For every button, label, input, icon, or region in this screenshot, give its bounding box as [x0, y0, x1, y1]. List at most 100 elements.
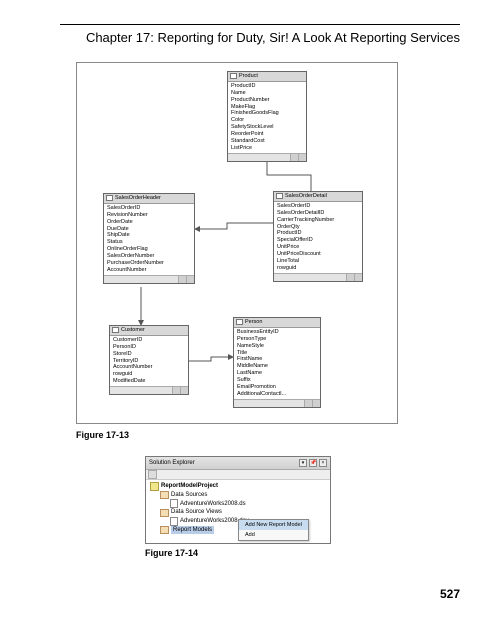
file-icon	[170, 499, 178, 508]
table-icon	[276, 193, 283, 199]
explorer-toolbar	[146, 470, 330, 480]
folder-label-selected: Report Models	[171, 526, 214, 534]
table-header: SalesOrderDetail	[274, 192, 362, 202]
field: LastName	[237, 370, 317, 377]
file-icon	[170, 517, 178, 526]
scrollbar	[274, 273, 362, 281]
pin-icon[interactable]: ▾	[299, 459, 307, 467]
folder-label: Data Source Views	[171, 508, 222, 516]
field: BusinessEntityID	[237, 329, 317, 336]
pushpin-icon[interactable]: 📌	[309, 459, 317, 467]
table-fields: SalesOrderID RevisionNumber OrderDate Du…	[104, 204, 194, 275]
folder-icon	[160, 509, 169, 517]
field: SalesOrderID	[277, 203, 359, 210]
table-title: SalesOrderHeader	[115, 195, 161, 202]
table-icon	[230, 73, 237, 79]
table-title: Person	[245, 319, 262, 326]
field: ModifiedDate	[113, 378, 185, 385]
table-header: SalesOrderHeader	[104, 194, 194, 204]
table-icon	[236, 319, 243, 325]
field: AccountNumber	[113, 364, 185, 371]
figure-caption-1: Figure 17-13	[76, 430, 129, 440]
menu-item-add-new-report-model[interactable]: Add New Report Model	[239, 520, 308, 530]
field: FinishedGoodsFlag	[231, 110, 303, 117]
table-sales-order-header: SalesOrderHeader SalesOrderID RevisionNu…	[103, 193, 195, 284]
figure-caption-2: Figure 17-14	[145, 548, 198, 558]
table-title: Product	[239, 73, 258, 80]
table-header: Product	[228, 72, 306, 82]
table-sales-order-detail: SalesOrderDetail SalesOrderID SalesOrder…	[273, 191, 363, 282]
field: SalesOrderDetailID	[277, 210, 359, 217]
field: CarrierTrackingNumber	[277, 217, 359, 224]
scrollbar	[110, 386, 188, 394]
field: ProductID	[231, 83, 303, 90]
project-icon	[150, 482, 159, 491]
field: SalesOrderID	[107, 205, 191, 212]
field: NameStyle	[237, 343, 317, 350]
field: SpecialOfferID	[277, 237, 359, 244]
table-title: Customer	[121, 327, 145, 334]
explorer-title-text: Solution Explorer	[149, 460, 195, 466]
table-icon	[112, 327, 119, 333]
field: DueDate	[107, 226, 191, 233]
toolbar-button[interactable]	[148, 470, 157, 479]
page-number: 527	[440, 587, 460, 601]
table-fields: BusinessEntityID PersonType NameStyle Ti…	[234, 328, 320, 399]
field: Status	[107, 239, 191, 246]
table-fields: CustomerID PersonID StoreID TerritoryID …	[110, 336, 188, 386]
project-name: ReportModelProject	[161, 482, 218, 490]
field: ReorderPoint	[231, 131, 303, 138]
field: MakeFlag	[231, 104, 303, 111]
field: OrderQty	[277, 224, 359, 231]
field: PersonType	[237, 336, 317, 343]
field: Color	[231, 117, 303, 124]
menu-item-add[interactable]: Add	[239, 530, 308, 540]
field: UnitPrice	[277, 244, 359, 251]
field: AdditionalContactI...	[237, 391, 317, 398]
field: SalesOrderNumber	[107, 253, 191, 260]
table-header: Person	[234, 318, 320, 328]
scrollbar	[234, 399, 320, 407]
solution-explorer: Solution Explorer ▾ 📌 × ReportModelProje…	[145, 456, 331, 544]
folder-data-source-views[interactable]: Data Source Views	[150, 508, 326, 516]
table-header: Customer	[110, 326, 188, 336]
scrollbar	[228, 153, 306, 161]
field: PersonID	[113, 344, 185, 351]
field: RevisionNumber	[107, 212, 191, 219]
er-diagram: Product ProductID Name ProductNumber Mak…	[76, 62, 398, 424]
folder-data-sources[interactable]: Data Sources	[150, 491, 326, 499]
field: ProductID	[277, 230, 359, 237]
field: ShipDate	[107, 232, 191, 239]
context-menu[interactable]: Add New Report Model Add	[238, 519, 309, 541]
field: Title	[237, 350, 317, 357]
folder-label: Data Sources	[171, 491, 207, 499]
field: rowguid	[277, 265, 359, 272]
project-node[interactable]: ReportModelProject	[150, 482, 326, 491]
field: OnlineOrderFlag	[107, 246, 191, 253]
header-rule	[60, 24, 460, 25]
table-customer: Customer CustomerID PersonID StoreID Ter…	[109, 325, 189, 395]
file-label: AdventureWorks2008.ds	[180, 500, 246, 508]
field: Suffix	[237, 377, 317, 384]
field: CustomerID	[113, 337, 185, 344]
field: TerritoryID	[113, 358, 185, 365]
field: FirstName	[237, 356, 317, 363]
explorer-titlebar: Solution Explorer ▾ 📌 ×	[146, 457, 330, 470]
folder-icon	[160, 491, 169, 499]
field: EmailPromotion	[237, 384, 317, 391]
file-ds[interactable]: AdventureWorks2008.ds	[150, 499, 326, 508]
field: UnitPriceDiscount	[277, 251, 359, 258]
close-icon[interactable]: ×	[319, 459, 327, 467]
table-fields: ProductID Name ProductNumber MakeFlag Fi…	[228, 82, 306, 153]
table-person: Person BusinessEntityID PersonType NameS…	[233, 317, 321, 408]
field: StandardCost	[231, 138, 303, 145]
folder-icon	[160, 526, 169, 534]
field: ProductNumber	[231, 97, 303, 104]
scrollbar	[104, 275, 194, 283]
field: rowguid	[113, 371, 185, 378]
field: PurchaseOrderNumber	[107, 260, 191, 267]
table-title: SalesOrderDetail	[285, 193, 327, 200]
field: LineTotal	[277, 258, 359, 265]
field: OrderDate	[107, 219, 191, 226]
field: StoreID	[113, 351, 185, 358]
